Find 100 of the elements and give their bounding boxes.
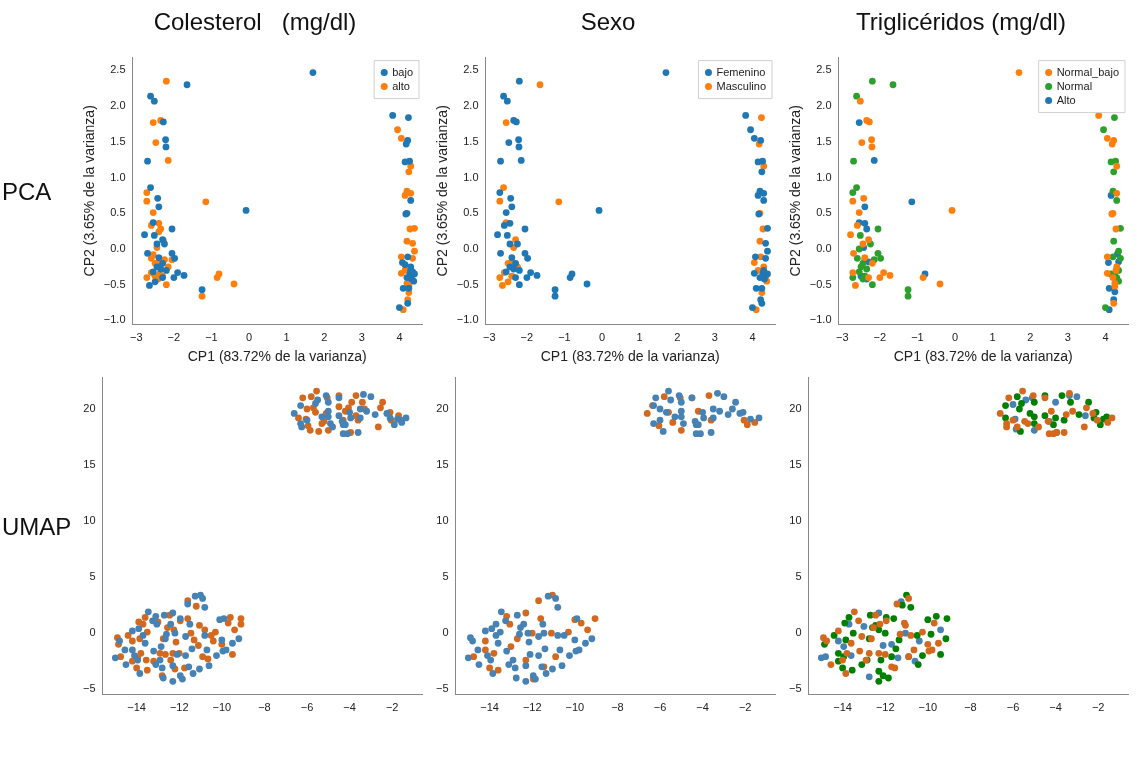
y-axis-title: CP2 (3.65% de la varianza) bbox=[81, 105, 98, 277]
x-tick-label: 0 bbox=[599, 330, 606, 343]
y-tick-label: 2.5 bbox=[463, 63, 479, 76]
x-axis-title: CP1 (83.72% de la varianza) bbox=[893, 348, 1073, 365]
x-tick-label: −4 bbox=[696, 701, 709, 714]
legend-label: Femenino bbox=[716, 65, 766, 78]
x-tick-label: −3 bbox=[483, 330, 496, 343]
chart-title: Triglicéridos (mg/dl) bbox=[855, 8, 1067, 37]
y-tick-label: −1.0 bbox=[103, 313, 126, 326]
y-tick-label: 0.5 bbox=[463, 206, 479, 219]
y-tick-label: 1.5 bbox=[110, 134, 126, 147]
y-tick-label: 15 bbox=[83, 458, 96, 471]
x-tick-label: −6 bbox=[1006, 701, 1020, 714]
x-tick-label: −1 bbox=[205, 330, 218, 343]
y-tick-label: −1.0 bbox=[456, 313, 479, 326]
x-tick-label: 3 bbox=[1064, 330, 1071, 343]
y-tick-label: −0.5 bbox=[809, 277, 832, 290]
x-tick-label: −2 bbox=[1091, 701, 1105, 714]
x-tick-label: −10 bbox=[565, 701, 585, 714]
x-tick-label: −2 bbox=[738, 701, 752, 714]
x-tick-label: −6 bbox=[653, 701, 667, 714]
x-tick-label: −2 bbox=[873, 330, 887, 343]
y-tick-label: 0.5 bbox=[110, 206, 126, 219]
y-tick-label: −0.5 bbox=[456, 277, 479, 290]
x-axis-title: CP1 (83.72% de la varianza) bbox=[540, 348, 720, 365]
x-tick-label: 4 bbox=[1102, 330, 1109, 343]
x-tick-label: 3 bbox=[358, 330, 365, 343]
x-tick-label: −1 bbox=[911, 330, 924, 343]
x-tick-label: −4 bbox=[1049, 701, 1062, 714]
x-tick-label: −2 bbox=[385, 701, 399, 714]
chart-title: Sexo bbox=[579, 8, 637, 37]
legend-label: Alto bbox=[1056, 93, 1076, 106]
x-tick-label: −10 bbox=[212, 701, 232, 714]
x-tick-label: −8 bbox=[611, 701, 624, 714]
y-tick-label: 2.0 bbox=[816, 99, 832, 112]
y-tick-label: 2.0 bbox=[463, 99, 479, 112]
x-tick-label: −14 bbox=[480, 701, 499, 714]
x-tick-label: −14 bbox=[833, 701, 852, 714]
y-tick-label: 5 bbox=[795, 570, 802, 583]
x-tick-label: −12 bbox=[875, 701, 895, 714]
y-tick-label: 20 bbox=[789, 402, 802, 415]
text: PCA bbox=[2, 178, 52, 206]
y-tick-label: 0.0 bbox=[463, 242, 479, 255]
y-tick-label: −0.5 bbox=[103, 277, 126, 290]
y-tick-label: −5 bbox=[435, 682, 449, 695]
x-tick-label: −2 bbox=[520, 330, 534, 343]
legend-label: bajo bbox=[392, 65, 413, 78]
y-tick-label: 5 bbox=[89, 570, 96, 583]
legend-label: Masculino bbox=[716, 79, 767, 92]
legend-label: Normal bbox=[1056, 79, 1093, 92]
y-tick-label: 0.5 bbox=[816, 206, 832, 219]
y-tick-label: 1.0 bbox=[816, 170, 832, 183]
x-tick-label: 0 bbox=[952, 330, 959, 343]
y-tick-label: 0.0 bbox=[110, 242, 126, 255]
x-tick-label: 3 bbox=[711, 330, 718, 343]
y-tick-label: 0 bbox=[795, 626, 802, 639]
y-tick-label: 10 bbox=[83, 514, 96, 527]
x-tick-label: 1 bbox=[989, 330, 996, 343]
x-tick-label: 4 bbox=[396, 330, 403, 343]
x-tick-label: −14 bbox=[127, 701, 146, 714]
x-tick-label: 2 bbox=[321, 330, 328, 343]
x-tick-label: 1 bbox=[636, 330, 643, 343]
x-tick-label: −4 bbox=[343, 701, 356, 714]
x-tick-label: −8 bbox=[258, 701, 271, 714]
y-tick-label: 15 bbox=[789, 458, 802, 471]
y-tick-label: 0 bbox=[89, 626, 96, 639]
x-tick-label: −10 bbox=[918, 701, 938, 714]
y-tick-label: 20 bbox=[83, 402, 96, 415]
x-tick-label: −6 bbox=[300, 701, 314, 714]
y-tick-label: −5 bbox=[788, 682, 802, 695]
y-tick-label: 2.5 bbox=[816, 63, 832, 76]
y-tick-label: 1.0 bbox=[463, 170, 479, 183]
x-tick-label: 2 bbox=[674, 330, 681, 343]
y-tick-label: 0.0 bbox=[816, 242, 832, 255]
x-tick-label: −3 bbox=[130, 330, 143, 343]
y-tick-label: 10 bbox=[789, 514, 802, 527]
legend-label: Normal_bajo bbox=[1056, 65, 1120, 78]
x-tick-label: −2 bbox=[167, 330, 181, 343]
y-tick-label: 1.5 bbox=[463, 134, 479, 147]
x-tick-label: 2 bbox=[1027, 330, 1034, 343]
y-tick-label: 5 bbox=[442, 570, 449, 583]
y-tick-label: 0 bbox=[442, 626, 449, 639]
y-tick-label: 2.0 bbox=[110, 99, 126, 112]
y-axis-title: CP2 (3.65% de la varianza) bbox=[434, 105, 451, 277]
y-tick-label: −1.0 bbox=[809, 313, 832, 326]
x-tick-label: 0 bbox=[246, 330, 253, 343]
y-axis-title: CP2 (3.65% de la varianza) bbox=[787, 105, 804, 277]
y-tick-label: 1.0 bbox=[110, 170, 126, 183]
y-tick-label: 10 bbox=[436, 514, 449, 527]
x-tick-label: −12 bbox=[522, 701, 542, 714]
x-tick-label: −12 bbox=[169, 701, 189, 714]
x-axis-title: CP1 (83.72% de la varianza) bbox=[187, 348, 367, 365]
y-tick-label: 1.5 bbox=[816, 134, 832, 147]
x-tick-label: 4 bbox=[749, 330, 756, 343]
y-tick-label: 15 bbox=[436, 458, 449, 471]
x-tick-label: −1 bbox=[558, 330, 571, 343]
y-tick-label: 20 bbox=[436, 402, 449, 415]
x-tick-label: 1 bbox=[283, 330, 290, 343]
y-tick-label: 2.5 bbox=[110, 63, 126, 76]
chart-title: Colesterol (mg/dl) bbox=[152, 8, 358, 37]
